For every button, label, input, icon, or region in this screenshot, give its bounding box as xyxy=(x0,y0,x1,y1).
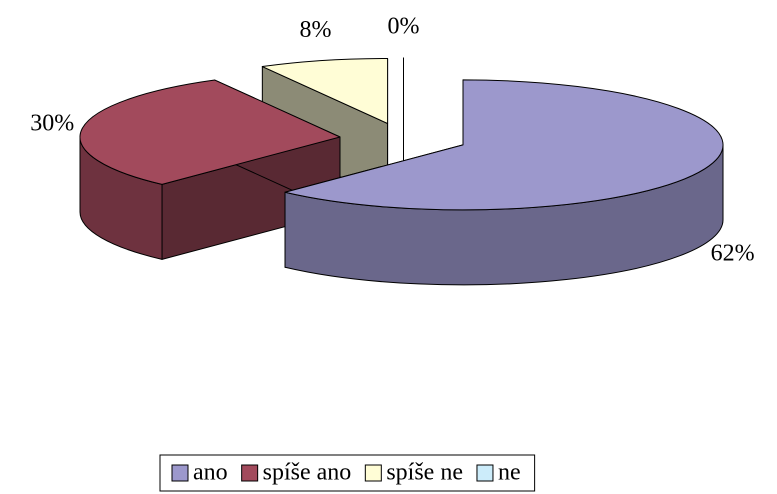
data-label: 30% xyxy=(30,111,74,137)
legend-label: ne xyxy=(498,460,521,486)
slice-top xyxy=(79,79,341,185)
data-label: 0% xyxy=(388,14,420,40)
legend-swatch xyxy=(241,464,259,482)
legend-label: spíše ne xyxy=(386,460,463,486)
legend-label: ano xyxy=(193,460,228,486)
data-labels: 62% 30% 8% 0% xyxy=(30,14,754,267)
legend-items: ano spíše ano spíše ne ne xyxy=(171,460,521,486)
slice-top xyxy=(284,79,724,211)
legend-label: spíše ano xyxy=(263,460,352,486)
data-label: 62% xyxy=(711,240,755,266)
legend-swatch xyxy=(364,464,382,482)
slice-top xyxy=(261,58,389,124)
legend-swatch xyxy=(171,464,189,482)
pie xyxy=(79,57,724,286)
data-label: 8% xyxy=(299,17,331,43)
legend xyxy=(159,454,536,492)
legend-swatch xyxy=(476,464,494,482)
